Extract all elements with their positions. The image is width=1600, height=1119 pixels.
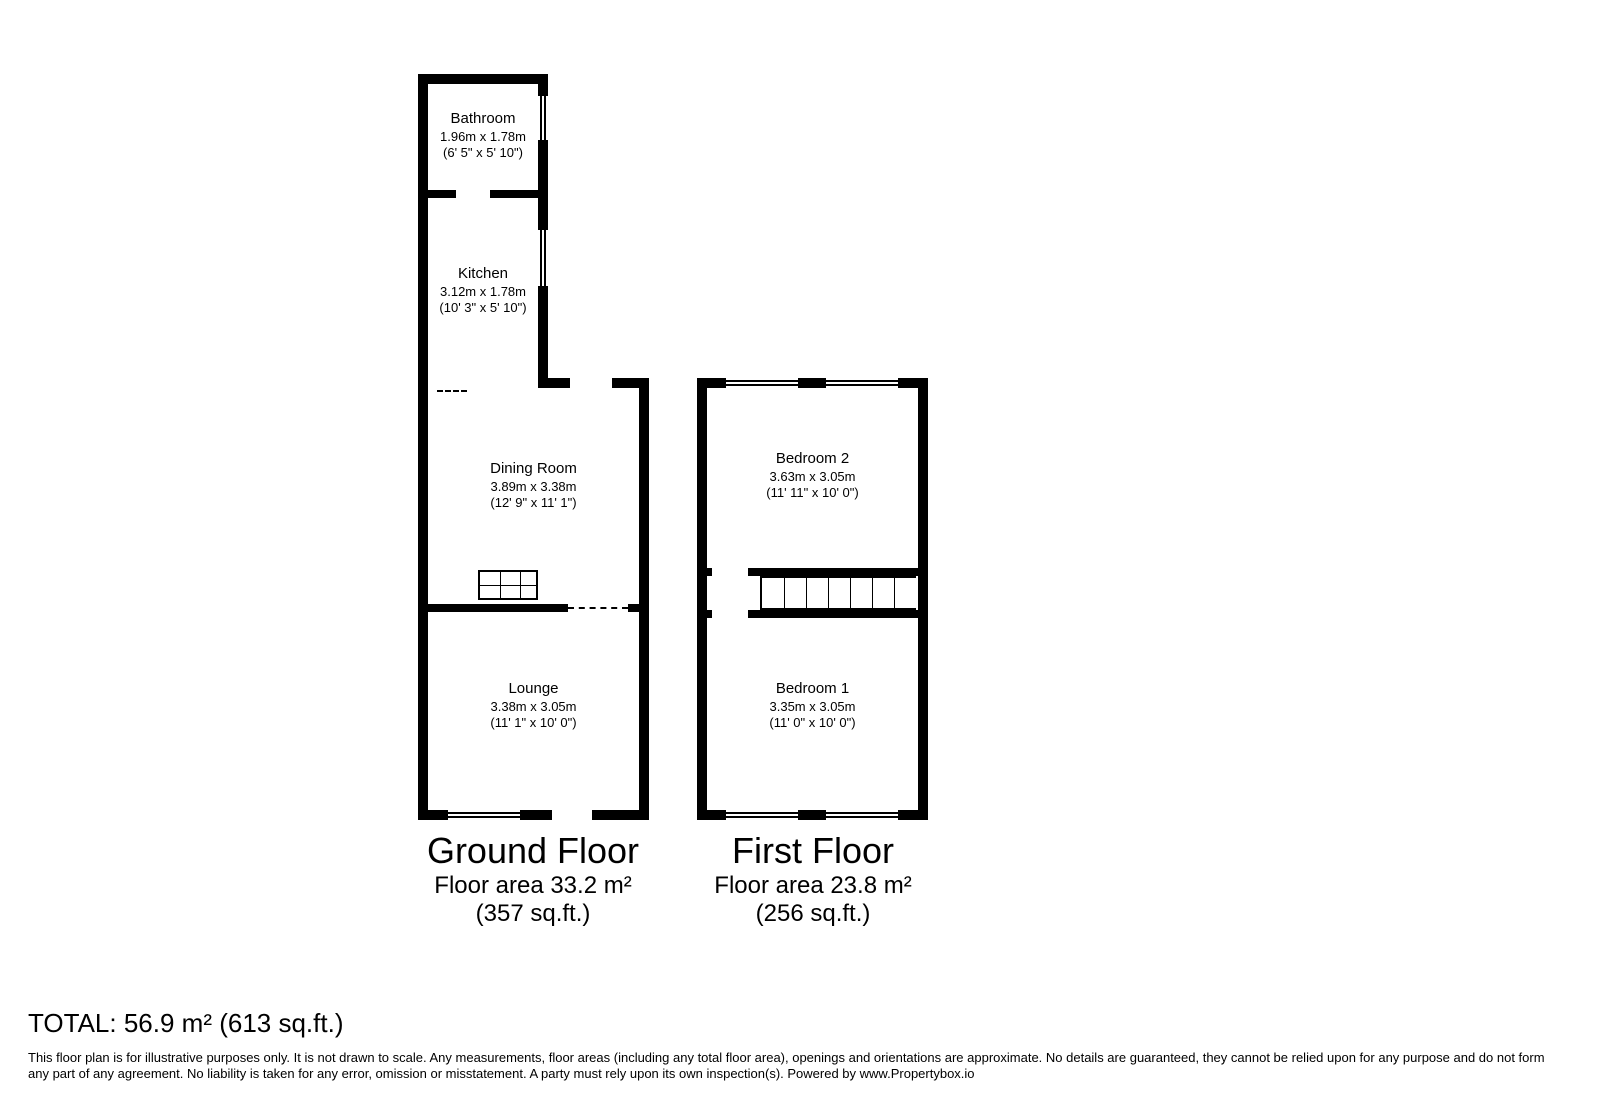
stairs [760, 576, 916, 610]
dashed-opening [437, 390, 467, 392]
room-name: Lounge [428, 680, 639, 699]
room-dim-ft: (11' 0" x 10' 0") [707, 715, 918, 731]
window [448, 810, 520, 820]
stairs [478, 570, 538, 600]
room-dim-ft: (6' 5" x 5' 10") [420, 145, 546, 161]
room-label-lounge: Lounge 3.38m x 3.05m (11' 1" x 10' 0") [428, 680, 639, 731]
door-gap [456, 190, 490, 198]
room-dim-m: 3.63m x 3.05m [707, 469, 918, 485]
dashed-opening [568, 607, 628, 609]
room-dim-ft: (12' 9" x 11' 1") [428, 495, 639, 511]
wall [639, 378, 649, 820]
floor-title-first: First Floor Floor area 23.8 m² (256 sq.f… [678, 830, 948, 928]
window [826, 378, 898, 388]
room-label-dining: Dining Room 3.89m x 3.38m (12' 9" x 11' … [428, 460, 639, 511]
door-gap [712, 610, 748, 618]
wall [918, 378, 928, 820]
room-label-kitchen: Kitchen 3.12m x 1.78m (10' 3" x 5' 10") [420, 265, 546, 316]
disclaimer-text: This floor plan is for illustrative purp… [28, 1050, 1548, 1083]
room-dim-m: 3.12m x 1.78m [420, 284, 546, 300]
floor-name: First Floor [678, 830, 948, 872]
window [726, 378, 798, 388]
window [826, 810, 898, 820]
room-dim-m: 3.35m x 3.05m [707, 699, 918, 715]
room-dim-ft: (10' 3" x 5' 10") [420, 300, 546, 316]
room-dim-m: 3.89m x 3.38m [428, 479, 639, 495]
floor-area-m2: Floor area 23.8 m² [678, 872, 948, 900]
room-name: Bedroom 1 [707, 680, 918, 699]
room-name: Bathroom [420, 110, 546, 129]
floor-area-m2: Floor area 33.2 m² [388, 872, 678, 900]
wall [697, 378, 707, 820]
room-name: Dining Room [428, 460, 639, 479]
floor-area-ft: (256 sq.ft.) [678, 900, 948, 928]
door-gap [552, 810, 592, 820]
room-name: Kitchen [420, 265, 546, 284]
wall [418, 74, 548, 84]
room-dim-m: 3.38m x 3.05m [428, 699, 639, 715]
floor-title-ground: Ground Floor Floor area 33.2 m² (357 sq.… [388, 830, 678, 928]
total-area: TOTAL: 56.9 m² (613 sq.ft.) [28, 1008, 343, 1039]
floorplan-canvas: Bathroom 1.96m x 1.78m (6' 5" x 5' 10") … [0, 0, 1600, 1119]
floor-name: Ground Floor [388, 830, 678, 872]
room-name: Bedroom 2 [707, 450, 918, 469]
door-gap [712, 568, 748, 576]
room-label-bed2: Bedroom 2 3.63m x 3.05m (11' 11" x 10' 0… [707, 450, 918, 501]
room-dim-ft: (11' 1" x 10' 0") [428, 715, 639, 731]
window [726, 810, 798, 820]
room-label-bathroom: Bathroom 1.96m x 1.78m (6' 5" x 5' 10") [420, 110, 546, 161]
room-dim-m: 1.96m x 1.78m [420, 129, 546, 145]
floor-area-ft: (357 sq.ft.) [388, 900, 678, 928]
wall [418, 378, 428, 388]
room-dim-ft: (11' 11" x 10' 0") [707, 485, 918, 501]
wall [418, 378, 428, 820]
door-gap [570, 378, 612, 388]
room-label-bed1: Bedroom 1 3.35m x 3.05m (11' 0" x 10' 0"… [707, 680, 918, 731]
wall-join [428, 378, 538, 388]
